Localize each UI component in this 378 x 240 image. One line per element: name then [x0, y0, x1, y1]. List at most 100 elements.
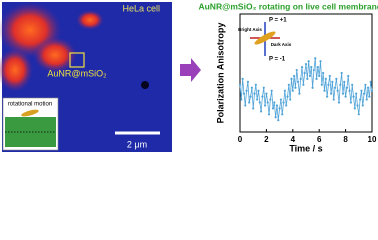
data-point — [287, 83, 290, 86]
data-point — [244, 104, 247, 107]
data-point — [258, 101, 261, 104]
data-point — [311, 86, 314, 89]
data-point — [238, 83, 242, 86]
data-point — [248, 101, 251, 104]
particle-box — [69, 52, 85, 68]
scale-bar-label: 2 μm — [127, 139, 147, 149]
data-point — [253, 92, 256, 95]
data-point — [296, 80, 300, 83]
data-point — [249, 95, 252, 98]
data-point — [260, 110, 263, 113]
data-point — [282, 101, 285, 104]
page: {"image": {"cell_label": "HeLa cell", "p… — [0, 0, 378, 154]
data-point — [351, 83, 354, 86]
data-point — [353, 107, 356, 110]
data-point — [254, 83, 257, 86]
data-point — [357, 113, 360, 116]
data-point — [335, 77, 338, 80]
microscopy-image: HeLa cell AuNR@mSiO₂ rotational motion 2… — [0, 2, 172, 152]
data-point — [304, 63, 308, 66]
figure: HeLa cell AuNR@mSiO₂ rotational motion 2… — [0, 1, 378, 153]
data-point — [356, 104, 359, 107]
data-point — [360, 89, 363, 92]
data-point — [314, 57, 317, 60]
data-point — [242, 92, 246, 95]
data-point — [310, 66, 313, 69]
data-point — [326, 95, 329, 98]
x-tick-label: 2 — [264, 135, 269, 144]
data-point — [315, 77, 318, 80]
data-point — [306, 77, 309, 80]
data-point — [329, 92, 333, 95]
x-tick-label: 4 — [291, 135, 296, 144]
data-line — [239, 58, 373, 121]
data-point — [279, 98, 283, 101]
data-point — [337, 101, 341, 104]
data-point — [370, 89, 374, 92]
data-point — [336, 89, 339, 92]
y-axis-label: Polarization Anisotropy — [215, 23, 225, 124]
data-point — [362, 92, 366, 95]
data-point — [295, 68, 298, 72]
data-point — [368, 95, 371, 98]
data-point — [256, 98, 259, 101]
data-point — [347, 74, 350, 78]
data-point — [257, 89, 260, 92]
plot-frame — [239, 13, 373, 133]
x-axis-label: Time / s — [289, 143, 322, 153]
data-point — [298, 92, 301, 95]
inset-label: P = +1 — [269, 18, 287, 24]
data-point — [283, 89, 286, 92]
data-point — [366, 86, 370, 89]
data-point — [322, 71, 325, 75]
x-tick-label: 10 — [368, 135, 377, 144]
data-point — [352, 95, 355, 98]
data-point — [312, 68, 316, 72]
data-point — [323, 89, 326, 92]
data-point — [265, 92, 268, 95]
data-point — [246, 80, 250, 83]
data-point — [319, 60, 322, 63]
data-point — [273, 101, 276, 104]
data-point — [355, 92, 358, 95]
data-point — [269, 98, 272, 101]
data-point — [274, 116, 277, 119]
data-point — [270, 89, 273, 92]
data-point — [343, 80, 346, 83]
data-point — [240, 98, 243, 101]
data-point — [300, 66, 304, 69]
data-point — [262, 86, 265, 89]
chart: AuNR@mSiO₂ rotating on live cell membran… — [198, 1, 378, 153]
x-tick-label: 6 — [317, 135, 322, 144]
inset-label: Bright Axis — [238, 27, 262, 32]
data-point — [278, 107, 281, 110]
data-point — [241, 77, 244, 80]
data-point — [294, 86, 297, 89]
data-point — [324, 77, 327, 80]
data-point — [286, 95, 289, 98]
data-point — [281, 113, 284, 116]
data-point — [364, 83, 367, 86]
data-point — [359, 98, 362, 101]
data-point — [333, 86, 337, 89]
inset-label: Dark Axis — [271, 42, 292, 47]
x-tick-label: 0 — [238, 135, 243, 144]
inset-label: P = -1 — [269, 57, 286, 63]
data-point — [267, 113, 271, 116]
inset-rod — [254, 31, 276, 45]
cell-blob — [33, 37, 77, 73]
data-point — [299, 77, 302, 80]
data-point — [365, 98, 368, 101]
data-point — [340, 71, 343, 75]
data-point — [303, 71, 306, 75]
data-point — [261, 95, 264, 98]
dark-spot — [141, 81, 149, 89]
data-point — [263, 104, 267, 107]
data-point — [289, 98, 292, 101]
data-point — [318, 74, 321, 78]
data-point — [275, 104, 279, 107]
data-point — [331, 80, 334, 83]
data-point — [266, 101, 269, 104]
data-point — [332, 98, 335, 101]
data-point — [344, 95, 347, 98]
